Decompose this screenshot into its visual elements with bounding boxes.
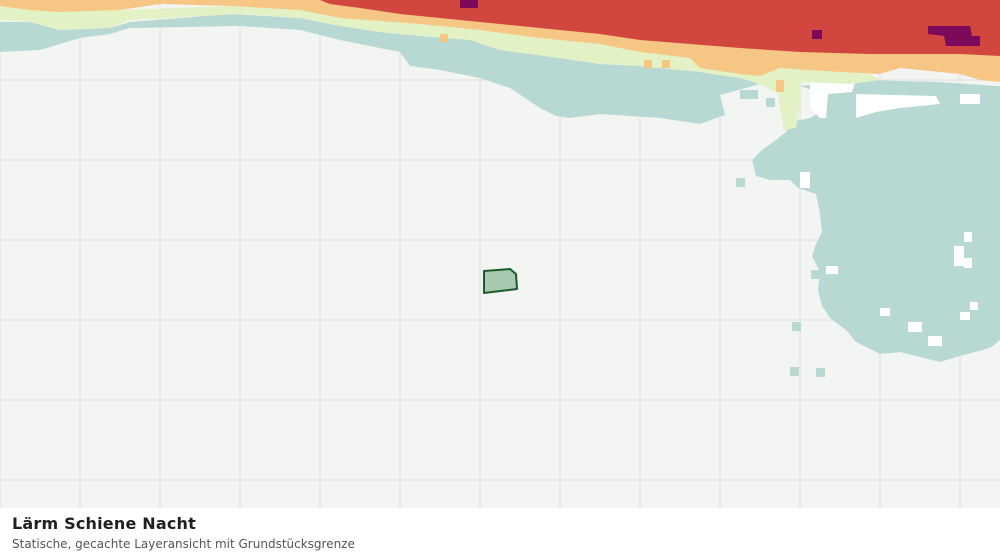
map-caption: Lärm Schiene Nacht Statische, gecachte L… (0, 508, 1000, 560)
map-canvas[interactable] (0, 0, 1000, 508)
map-title: Lärm Schiene Nacht (12, 514, 196, 533)
noise-band-highest (460, 0, 980, 46)
map-subtitle: Statische, gecachte Layeransicht mit Gru… (12, 537, 355, 551)
noise-band-lowest (0, 14, 1000, 377)
noise-band-high (320, 0, 1000, 56)
parcel-boundary[interactable] (483, 268, 518, 294)
noise-band-gaps (800, 80, 980, 346)
